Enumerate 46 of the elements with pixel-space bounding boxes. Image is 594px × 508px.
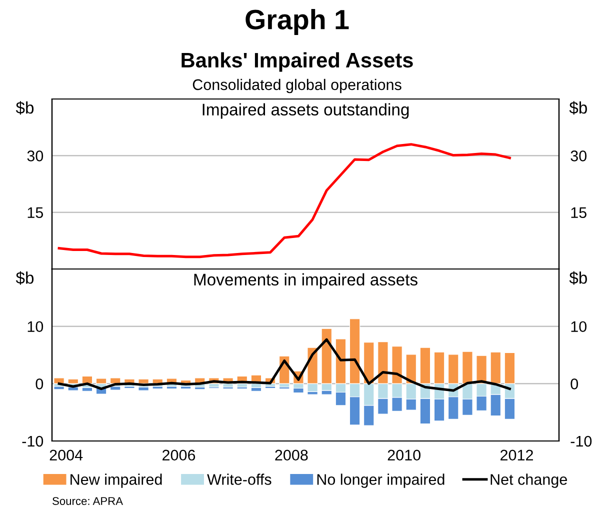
bar bbox=[152, 386, 163, 390]
bar bbox=[54, 386, 64, 390]
bar bbox=[180, 386, 192, 390]
y2-tick-label: 30 bbox=[570, 150, 587, 162]
bar bbox=[54, 378, 64, 384]
legend-label: Net change bbox=[490, 474, 567, 488]
bar bbox=[68, 386, 78, 391]
y-tick-label: 15 bbox=[28, 207, 44, 218]
bar bbox=[110, 386, 121, 390]
bar bbox=[138, 386, 149, 391]
y-axis-title: $b bbox=[16, 101, 34, 115]
y2-tick-label: 15 bbox=[571, 207, 586, 218]
y-tick-label: 10 bbox=[28, 321, 44, 332]
y2-tick-label: 0 bbox=[570, 378, 578, 390]
y2-tick-label: 10 bbox=[571, 321, 587, 332]
y2-axis-title: $b bbox=[569, 101, 587, 115]
legend-label: Write-offs bbox=[207, 474, 272, 485]
x-tick-label: 2006 bbox=[162, 450, 196, 461]
bar bbox=[110, 378, 121, 384]
bar bbox=[293, 388, 304, 394]
text: Consolidated global operations bbox=[192, 78, 402, 94]
chart-title: Impaired assets outstanding bbox=[202, 103, 409, 119]
y-tick-label: 30 bbox=[27, 150, 44, 162]
bar bbox=[166, 386, 178, 390]
legend-label: No longer impaired bbox=[317, 474, 444, 488]
bar bbox=[82, 387, 93, 392]
y-axis-title: $b bbox=[16, 271, 34, 285]
legend-label: New impaired bbox=[70, 474, 162, 488]
caption: Graph 1 bbox=[246, 9, 349, 35]
y-tick-label: 0 bbox=[36, 378, 44, 390]
bar bbox=[96, 378, 107, 384]
x-tick-label: 2008 bbox=[275, 450, 308, 461]
chart-title: Movements in impaired assets bbox=[194, 273, 418, 289]
text: Banks' Impaired Assets bbox=[182, 52, 413, 72]
x-tick-label: 2012 bbox=[500, 450, 533, 461]
y-tick-label: -10 bbox=[22, 436, 44, 447]
bar bbox=[68, 378, 78, 384]
line-series bbox=[58, 143, 511, 258]
bar bbox=[194, 386, 206, 390]
line-series bbox=[58, 338, 511, 392]
y2-tick-label: -10 bbox=[570, 436, 592, 447]
x-tick-label: 2010 bbox=[388, 450, 420, 461]
bar bbox=[250, 387, 262, 392]
y2-axis-title: $b bbox=[569, 271, 587, 285]
source-note: Source: APRA bbox=[52, 497, 124, 505]
x-tick-label: 2004 bbox=[50, 450, 83, 461]
